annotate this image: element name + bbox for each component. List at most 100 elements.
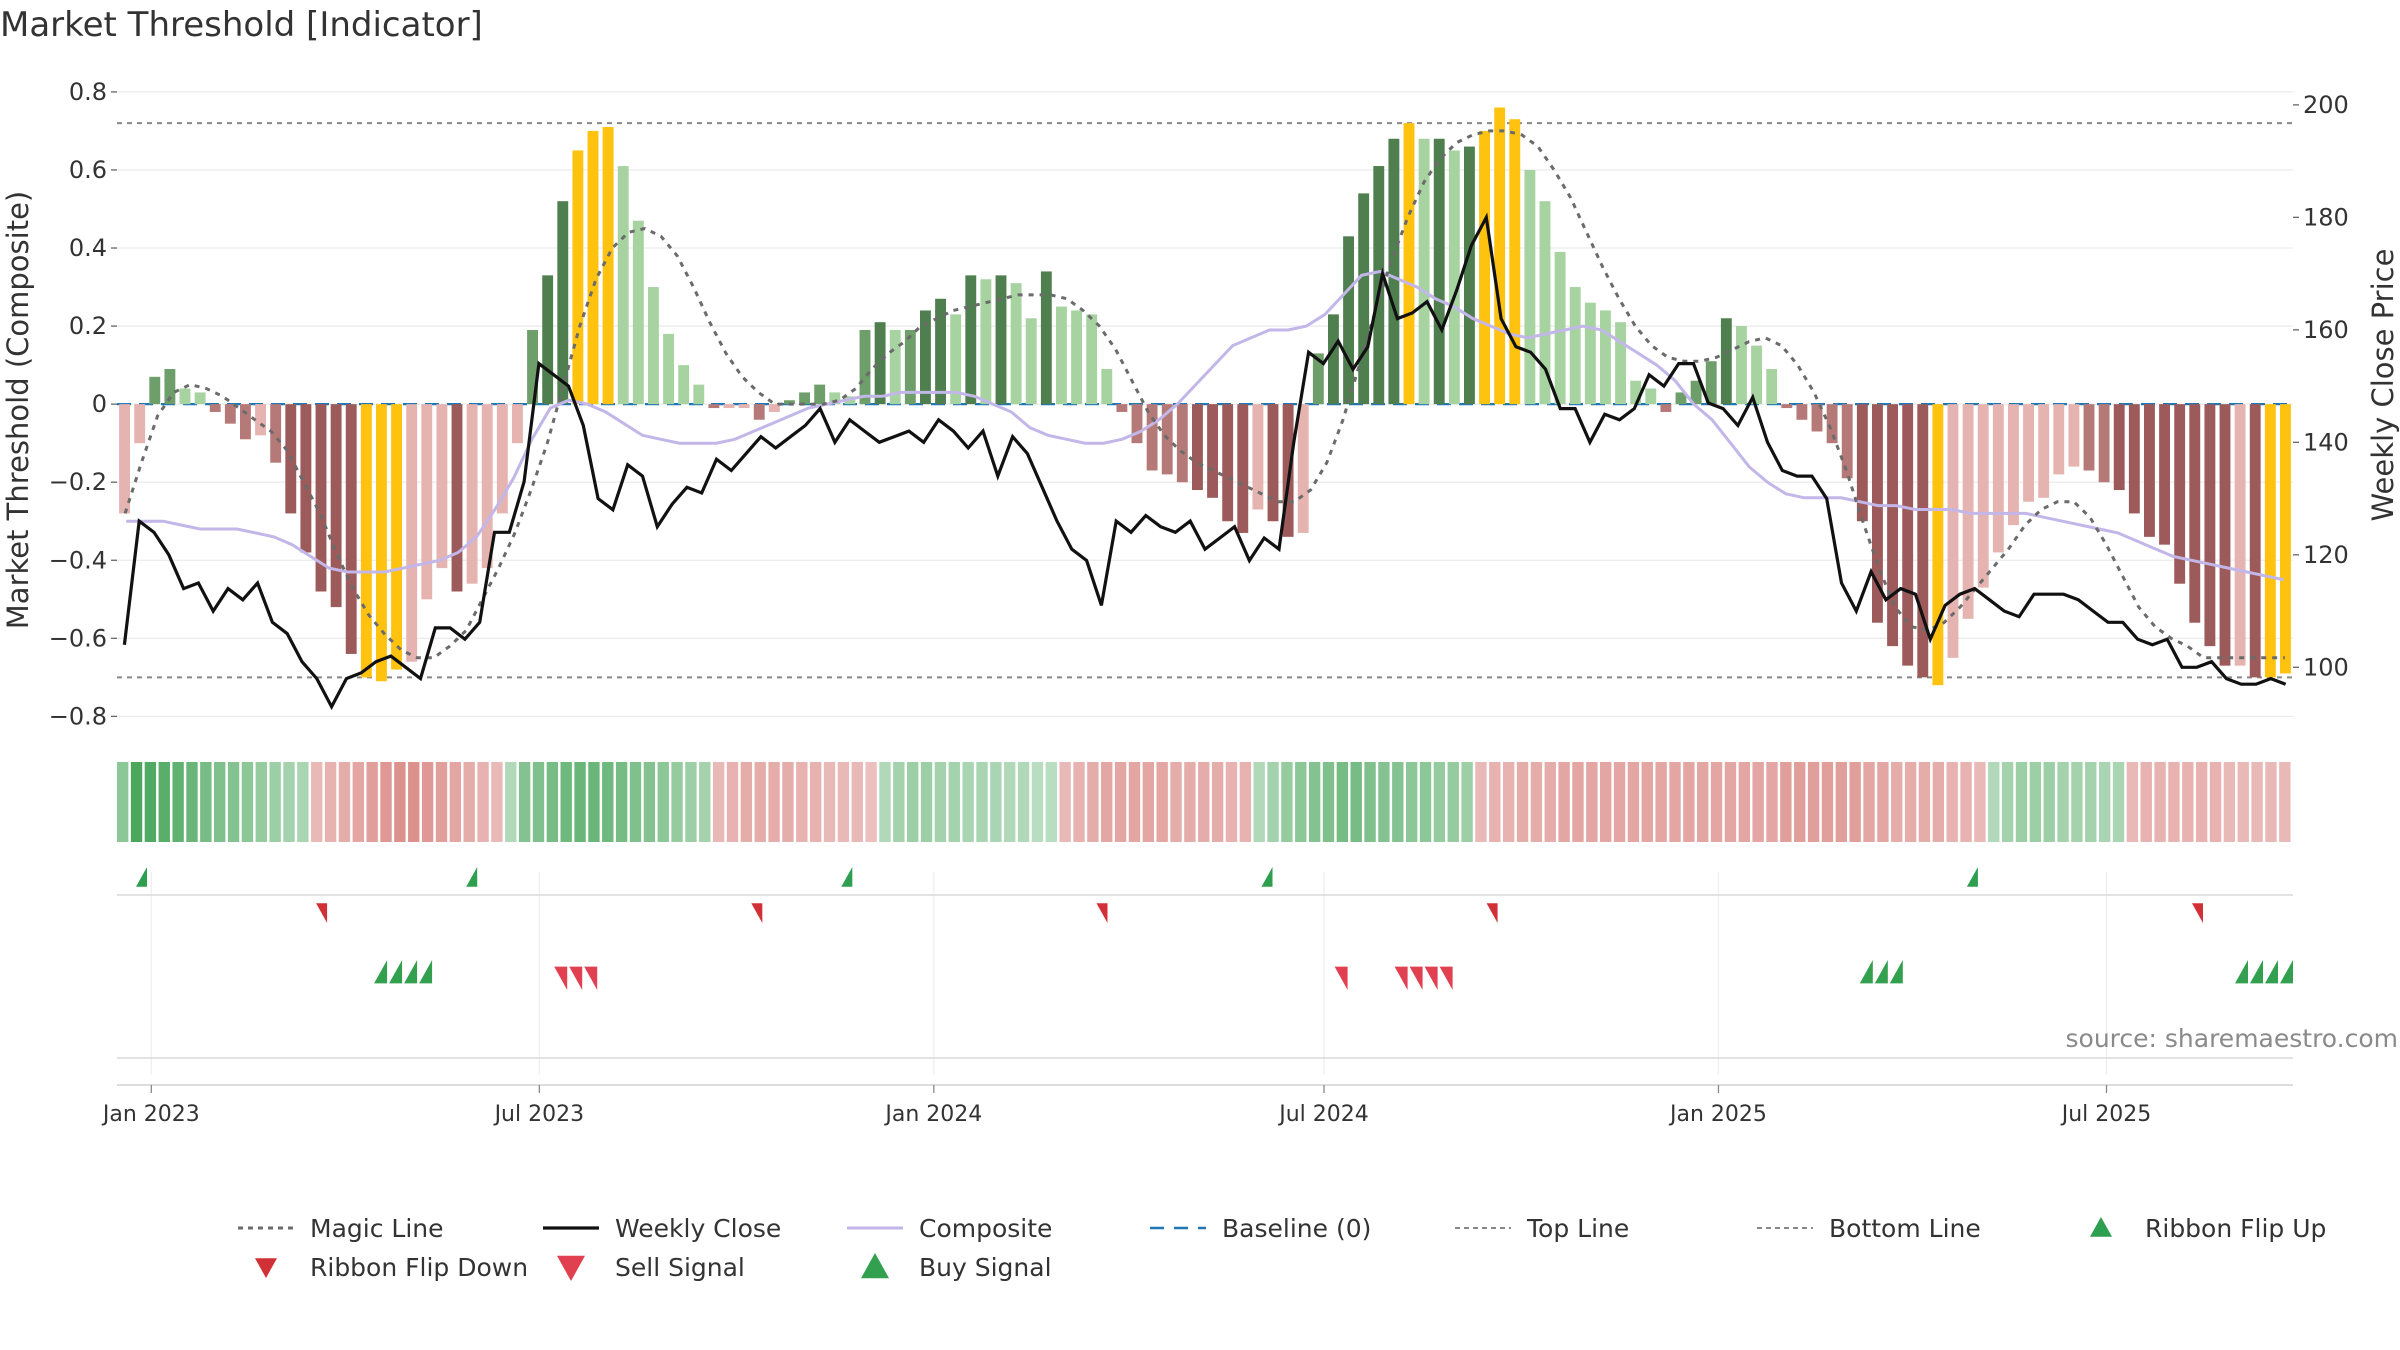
- sell-signal-marker: [1424, 966, 1438, 990]
- ribbon-flip-down-marker: [1096, 903, 1108, 923]
- composite-bar: [1615, 322, 1626, 405]
- magic-line: [123, 129, 2285, 660]
- composite-bar: [1237, 404, 1249, 533]
- composite-bar: [2098, 404, 2110, 483]
- composite-bar: [1433, 138, 1445, 405]
- ribbon-cell: [421, 762, 434, 842]
- ribbon-cell: [1641, 762, 1653, 842]
- ribbon-flip-up-marker: [1261, 867, 1273, 887]
- ribbon-cell: [1988, 762, 2000, 842]
- ribbon-cell: [699, 762, 711, 842]
- composite-bar: [1494, 107, 1506, 405]
- ribbon-cell: [1697, 762, 1709, 842]
- composite-bar: [164, 369, 176, 405]
- ribbon-cell: [823, 762, 836, 842]
- composite-bar: [360, 404, 372, 678]
- sell-signal-marker: [1334, 966, 1348, 990]
- composite-bar: [678, 365, 690, 405]
- ribbon-cell: [2029, 762, 2042, 842]
- composite-bar: [391, 404, 402, 670]
- ribbon-cell: [602, 762, 614, 842]
- ribbon-cell: [449, 762, 462, 842]
- ribbon-cell: [615, 762, 628, 842]
- composite-bar: [980, 279, 992, 405]
- ribbon-cell: [1336, 762, 1349, 842]
- ribbon-cell: [297, 762, 309, 842]
- composite-bar: [1766, 369, 1778, 405]
- ribbon-flip-up-marker: [1966, 867, 1978, 887]
- legend-item-bottom: Bottom Line: [1757, 1214, 1981, 1243]
- ribbon-cell: [643, 762, 656, 842]
- ribbon-cell: [1835, 762, 1847, 842]
- composite-bar: [1207, 404, 1218, 498]
- composite-bar: [1675, 392, 1687, 405]
- ribbon-cell: [283, 762, 295, 842]
- legend-label-weekly: Weekly Close: [615, 1214, 781, 1243]
- composite-bar: [149, 376, 161, 405]
- ribbon-cell: [1101, 762, 1113, 842]
- composite-bar: [542, 275, 554, 405]
- ribbon-cell: [491, 762, 503, 842]
- buy-signal-marker: [2280, 960, 2294, 984]
- composite-bar: [572, 150, 584, 405]
- ribbon-cell: [976, 762, 988, 842]
- legend-item-flipdown: Ribbon Flip Down: [255, 1253, 528, 1282]
- composite-bar: [1116, 404, 1128, 412]
- composite-bar: [1736, 326, 1747, 405]
- composite-bar: [2264, 404, 2276, 678]
- ribbon-cell: [726, 762, 739, 842]
- ribbon-cell: [1544, 762, 1556, 842]
- ribbon-cell: [754, 762, 766, 842]
- composite-bar: [1343, 236, 1354, 405]
- composite-bar: [693, 384, 705, 405]
- ribbon-cell: [2098, 762, 2111, 842]
- legend-label-composite: Composite: [919, 1214, 1052, 1243]
- composite-bar: [1947, 404, 1959, 658]
- y-tick-label: 0.4: [69, 234, 107, 262]
- x-tick-label: Jan 2024: [883, 1102, 982, 1127]
- ribbon-cell: [1350, 762, 1362, 842]
- composite-bar: [2280, 404, 2291, 674]
- legend-label-sell: Sell Signal: [615, 1253, 745, 1282]
- composite-bar: [1192, 404, 1203, 491]
- ribbon-cell: [948, 762, 960, 842]
- ribbon-cell: [1156, 762, 1168, 842]
- y2-tick-label: 100: [2303, 653, 2349, 681]
- ribbon-cell: [2251, 762, 2263, 842]
- ribbon-cell: [1710, 762, 1723, 842]
- ribbon-cell: [1849, 762, 1861, 842]
- ribbon-cell: [1433, 762, 1446, 842]
- composite-bar: [1932, 404, 1944, 686]
- composite-bar: [829, 392, 841, 405]
- composite-bar: [1328, 314, 1339, 405]
- y-tick-label: 0.8: [69, 78, 107, 106]
- y2-tick-label: 120: [2303, 541, 2349, 569]
- y-tick-label: 0.6: [69, 156, 107, 184]
- y-tick-label: 0: [92, 390, 107, 418]
- ribbon-flip-up-marker: [841, 867, 853, 887]
- ribbon-cell: [366, 762, 378, 842]
- composite-bar: [1811, 404, 1823, 432]
- ribbon-cell: [796, 762, 808, 842]
- composite-bar: [2234, 404, 2246, 666]
- ribbon-cell: [1461, 762, 1473, 842]
- composite-bar: [1841, 404, 1853, 479]
- sell-signal-marker: [569, 966, 583, 990]
- legend-label-baseline: Baseline (0): [1222, 1214, 1371, 1243]
- composite-bar: [708, 404, 720, 409]
- ribbon-cell: [1780, 762, 1792, 842]
- buy-signal-marker: [404, 960, 418, 984]
- y2-tick-label: 160: [2303, 316, 2349, 344]
- composite-bar: [920, 310, 931, 405]
- ribbon-cell: [2223, 762, 2236, 842]
- composite-bar: [2038, 404, 2050, 498]
- ribbon-cell: [532, 762, 545, 842]
- ribbon-cell: [962, 762, 974, 842]
- composite-bar: [935, 298, 946, 405]
- composite-bar: [859, 329, 871, 405]
- buy-signal-marker: [2265, 960, 2279, 984]
- ribbon-cell: [1295, 762, 1307, 842]
- legend-label-flipup: Ribbon Flip Up: [2145, 1214, 2326, 1243]
- ribbon-cell: [851, 762, 863, 842]
- composite-bar: [1448, 150, 1460, 405]
